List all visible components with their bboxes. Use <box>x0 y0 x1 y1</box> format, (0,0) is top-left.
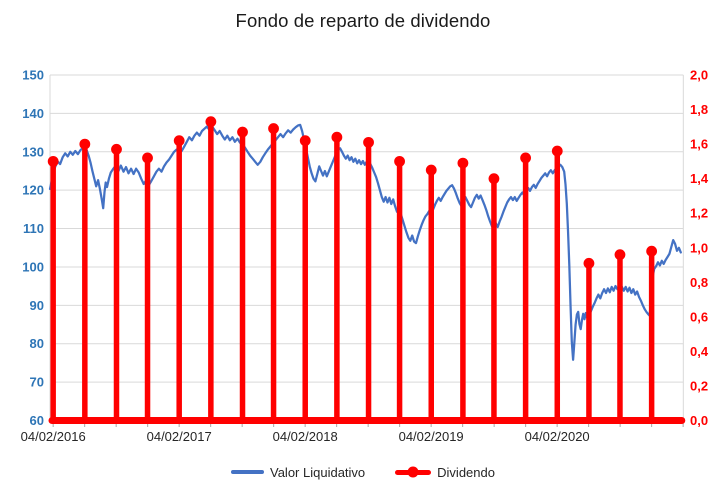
svg-text:04/02/2019: 04/02/2019 <box>399 429 464 444</box>
svg-text:0,2: 0,2 <box>690 378 708 393</box>
legend-label-valor-liquidativo: Valor Liquidativo <box>270 464 366 480</box>
svg-text:60: 60 <box>30 413 44 428</box>
svg-text:04/02/2018: 04/02/2018 <box>273 429 338 444</box>
x-axis-labels: 04/02/2016 04/02/2017 04/02/2018 04/02/2019… <box>21 429 590 444</box>
svg-text:130: 130 <box>22 144 44 159</box>
svg-text:110: 110 <box>23 221 44 236</box>
chart-legend: Valor Liquidativo Dividendo <box>0 461 726 483</box>
svg-text:100: 100 <box>22 259 44 274</box>
svg-text:04/02/2016: 04/02/2016 <box>21 429 86 444</box>
left-axis-labels: 150 140 130 120 110 100 90 80 70 60 <box>22 68 44 429</box>
svg-text:1,8: 1,8 <box>690 102 708 117</box>
svg-text:04/02/2020: 04/02/2020 <box>525 429 590 444</box>
dividend-line-swatch-icon <box>395 466 432 478</box>
svg-text:70: 70 <box>30 375 44 390</box>
svg-text:0,4: 0,4 <box>690 344 709 359</box>
svg-text:0,6: 0,6 <box>690 309 708 324</box>
svg-text:140: 140 <box>22 106 44 121</box>
svg-text:0,8: 0,8 <box>690 275 708 290</box>
dividend-dot-icon <box>407 466 419 478</box>
legend-label-dividendo: Dividendo <box>437 464 495 480</box>
svg-text:0,0: 0,0 <box>690 413 708 428</box>
svg-text:1,6: 1,6 <box>690 137 708 152</box>
svg-text:1,4: 1,4 <box>690 171 709 186</box>
legend-item-dividendo: Dividendo <box>395 465 495 480</box>
dividendo-stems <box>47 116 686 424</box>
svg-text:80: 80 <box>30 336 44 351</box>
svg-text:04/02/2017: 04/02/2017 <box>147 429 212 444</box>
svg-text:1,0: 1,0 <box>690 240 708 255</box>
nav-line-swatch-icon <box>231 470 264 474</box>
chart-plot-area: 150 140 130 120 110 100 90 80 70 60 2,0 1,8 1,6 1,4 1,… <box>21 68 709 445</box>
svg-text:2,0: 2,0 <box>690 68 708 83</box>
chart-title: Fondo de reparto de dividendo <box>235 10 491 31</box>
svg-text:120: 120 <box>22 183 44 198</box>
right-axis-labels: 2,0 1,8 1,6 1,4 1,2 1,0 0,8 0,6 0,4 0,2 0,0 <box>690 68 709 429</box>
svg-text:90: 90 <box>30 298 44 313</box>
svg-text:150: 150 <box>22 68 44 83</box>
legend-item-valor-liquidativo: Valor Liquidativo <box>231 465 365 480</box>
svg-text:1,2: 1,2 <box>690 206 708 221</box>
